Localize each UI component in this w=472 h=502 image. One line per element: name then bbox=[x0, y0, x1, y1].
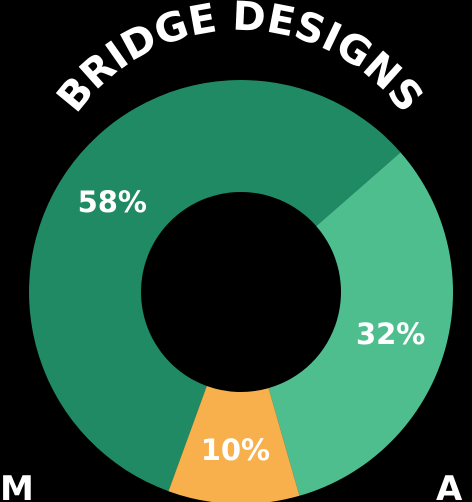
slice-medium bbox=[268, 152, 453, 496]
slice-label-medium: 32% bbox=[356, 317, 425, 351]
bottom-text-right: A bbox=[436, 469, 463, 502]
slice-small bbox=[168, 385, 300, 502]
labels-group: 58% 32% 10% bbox=[78, 185, 426, 467]
slice-label-large: 58% bbox=[78, 185, 147, 219]
slice-label-small: 10% bbox=[201, 433, 270, 467]
slice-large bbox=[28, 79, 401, 492]
bottom-text-left: M bbox=[0, 469, 34, 502]
slices-group bbox=[28, 79, 453, 502]
